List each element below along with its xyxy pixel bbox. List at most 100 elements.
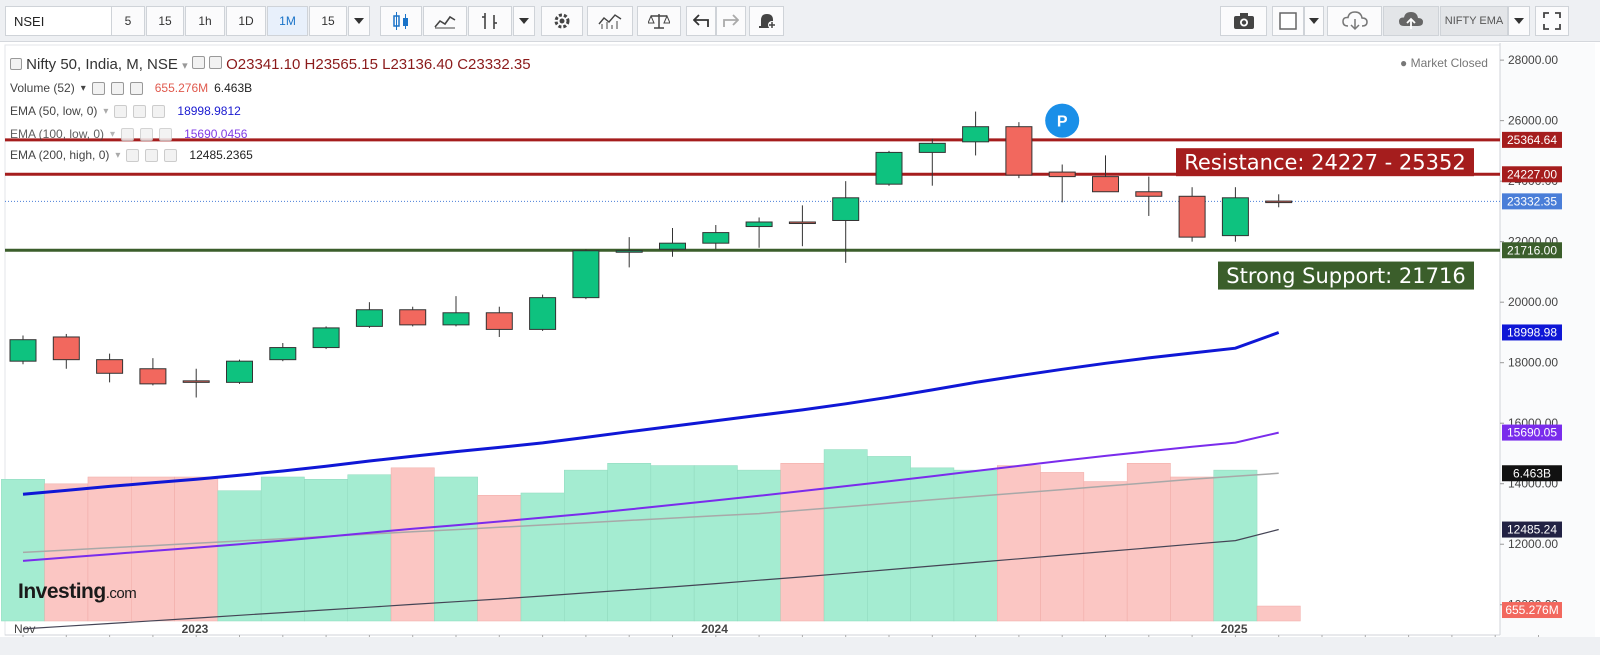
gear-icon[interactable]	[145, 148, 159, 162]
volume-axis-label: 655.276M	[1502, 602, 1562, 619]
indicators-button[interactable]	[468, 6, 512, 36]
price-chart[interactable]: 10000.0012000.0014000.0016000.0018000.00…	[0, 43, 1595, 643]
save-chart-button[interactable]	[1383, 6, 1439, 36]
interval-15-button[interactable]: 15	[146, 6, 184, 36]
area-chart-icon	[434, 15, 456, 29]
interval-1h-button[interactable]: 1h	[185, 6, 225, 36]
volume-series	[1, 449, 1301, 622]
camera-icon	[1233, 13, 1254, 29]
axis-label-box	[1502, 602, 1562, 619]
square-layout-icon	[1279, 12, 1297, 30]
candle	[572, 249, 600, 300]
gear-icon[interactable]	[133, 104, 147, 118]
load-chart-button[interactable]	[1327, 6, 1382, 36]
chevron-down-icon[interactable]: ▾	[115, 149, 121, 161]
line-style-button[interactable]	[423, 6, 467, 36]
candle	[702, 225, 730, 250]
redo-button[interactable]	[716, 6, 746, 36]
gear-icon[interactable]	[208, 56, 222, 69]
settings-button[interactable]	[541, 6, 583, 36]
ema50-line	[22, 331, 1280, 496]
y-tick-label: 28000.00	[1508, 53, 1558, 67]
candle-body	[485, 312, 513, 330]
x-tick-label: 2025	[1221, 622, 1248, 636]
candle	[1048, 164, 1076, 203]
collapse-legend-icon[interactable]	[10, 58, 22, 70]
close-icon[interactable]	[129, 81, 143, 95]
axis-label-text: 25364.64	[1507, 133, 1557, 147]
gear-icon[interactable]	[140, 127, 154, 141]
chevron-down-icon	[354, 18, 364, 24]
market-status: ● Market Closed	[1400, 56, 1488, 70]
snapshot-button[interactable]	[1220, 6, 1267, 36]
candle	[1092, 155, 1119, 193]
fullscreen-button[interactable]	[1535, 6, 1569, 36]
chart-type-dropdown-arrow[interactable]	[513, 6, 535, 36]
eye-icon[interactable]	[191, 56, 205, 69]
chevron-down-icon[interactable]: ▾	[103, 105, 109, 117]
candle-body	[312, 327, 340, 349]
interval-15-dropdown-button[interactable]: 15	[309, 6, 347, 36]
redo-icon	[723, 14, 739, 27]
price-axis-label: 18998.98	[1502, 324, 1562, 341]
eye-icon[interactable]	[114, 104, 128, 118]
close-icon[interactable]	[159, 127, 173, 141]
annotation-box	[1176, 148, 1474, 177]
candle-body	[399, 309, 427, 326]
y-tick-label: 12000.00	[1508, 537, 1558, 551]
candle	[96, 353, 124, 383]
volume-bar	[260, 476, 305, 622]
interval-1d-button[interactable]: 1D	[226, 6, 266, 36]
layout-dropdown-arrow[interactable]	[1304, 6, 1324, 36]
y-tick-label: 26000.00	[1508, 114, 1558, 128]
candle-body	[962, 126, 990, 143]
axis-label-text: 18998.98	[1507, 325, 1557, 339]
alert-button[interactable]	[749, 6, 784, 36]
eye-icon[interactable]	[91, 81, 105, 95]
close-icon[interactable]	[152, 104, 166, 118]
candle	[9, 335, 37, 365]
symbol-input[interactable]: NSEI	[5, 6, 113, 36]
candles-style-button[interactable]	[380, 6, 422, 36]
candle-body	[659, 242, 686, 250]
interval-1m-button[interactable]: 1M	[267, 6, 308, 36]
legend-dropdown-icon[interactable]: ▾	[182, 60, 188, 72]
undo-button[interactable]	[686, 6, 716, 36]
candle	[918, 138, 946, 186]
interval-dropdown-arrow[interactable]	[348, 6, 370, 36]
studies-button[interactable]	[587, 6, 633, 36]
volume-bar	[737, 469, 782, 622]
volume-bar	[1126, 463, 1171, 622]
pivot-marker-circle	[1045, 103, 1080, 138]
candle-body	[1178, 195, 1206, 238]
indicator-label: EMA (50, low, 0)	[10, 104, 98, 118]
bar-chart-icon	[482, 13, 497, 29]
chart-area[interactable]: 10000.0012000.0014000.0016000.0018000.00…	[1, 43, 1595, 643]
template-name-button[interactable]: NIFTY EMA	[1440, 6, 1508, 36]
candle-series	[9, 111, 1293, 398]
candle-body	[875, 151, 903, 185]
candle-body	[1048, 171, 1076, 178]
compare-button[interactable]	[637, 6, 681, 36]
template-dropdown-arrow[interactable]	[1508, 6, 1530, 36]
eye-icon[interactable]	[126, 148, 140, 162]
axis-label-text: 24227.00	[1507, 167, 1557, 181]
gear-icon[interactable]	[110, 81, 124, 95]
axis-label-box	[1502, 465, 1562, 482]
bell-plus-icon	[758, 14, 776, 29]
annotation-box	[1218, 261, 1474, 290]
chevron-down-icon[interactable]: ▾	[110, 128, 116, 140]
x-tick-label: 2024	[701, 622, 728, 636]
eye-icon[interactable]	[121, 127, 135, 141]
axis-label-box	[1502, 424, 1562, 441]
candle-body	[139, 368, 167, 385]
gear-icon	[554, 13, 570, 29]
indicator-value: 18998.9812	[177, 104, 241, 118]
layout-button[interactable]	[1272, 6, 1304, 36]
interval-5-button[interactable]: 5	[111, 6, 145, 36]
axis-label-text: 6.463B	[1513, 466, 1551, 480]
close-icon[interactable]	[164, 148, 178, 162]
candle	[399, 306, 427, 327]
fullscreen-icon	[1543, 12, 1561, 30]
chevron-down-icon[interactable]: ▾	[80, 82, 86, 94]
